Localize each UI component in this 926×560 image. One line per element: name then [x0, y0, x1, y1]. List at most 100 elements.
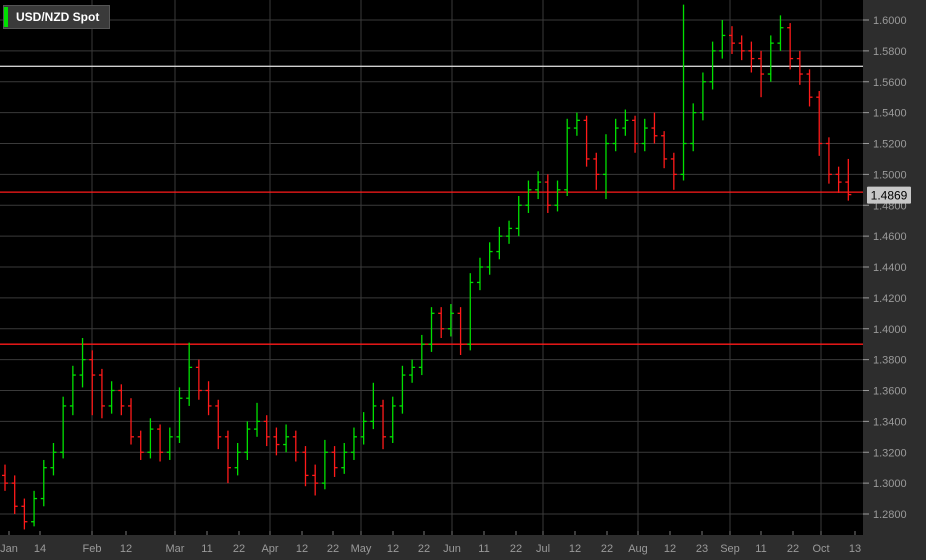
- ohlc-bar: [641, 118, 648, 152]
- ohlc-bar: [263, 415, 270, 447]
- y-tick-label: 1.3000: [873, 478, 907, 490]
- ohlc-bar: [69, 365, 76, 416]
- ohlc-bar: [312, 464, 319, 496]
- ohlc-bar: [118, 384, 125, 416]
- ohlc-bar: [573, 112, 580, 136]
- x-tick-label: 12: [664, 543, 676, 555]
- ohlc-bar: [234, 442, 241, 476]
- ohlc-bar: [2, 464, 8, 491]
- y-tick-label: 1.3800: [873, 355, 907, 367]
- ohlc-bar: [583, 115, 590, 167]
- ohlc-bar: [205, 381, 212, 416]
- legend: USD/NZD Spot: [3, 5, 111, 29]
- x-tick-label: 22: [601, 543, 613, 555]
- ohlc-bar: [544, 174, 551, 213]
- ohlc-bar: [350, 427, 357, 460]
- x-tick-label: 22: [787, 543, 799, 555]
- ohlc-bar: [215, 399, 222, 450]
- ohlc-bar: [89, 350, 96, 416]
- x-tick-label: 12: [120, 543, 132, 555]
- ohlc-bar: [796, 50, 803, 85]
- ohlc-bar: [176, 387, 183, 443]
- last-price-box: [867, 186, 911, 204]
- ohlc-bar: [476, 257, 483, 291]
- ohlc-bar: [147, 418, 154, 459]
- y-tick-label: 1.4200: [873, 293, 907, 305]
- x-tick-label: 14: [34, 543, 46, 555]
- ohlc-bar: [767, 35, 774, 82]
- ohlc-bar: [777, 15, 784, 51]
- x-tick-label: Jul: [536, 543, 550, 555]
- ohlc-bar: [719, 20, 726, 59]
- x-tick-label: 13: [849, 543, 861, 555]
- x-tick-label: 11: [201, 543, 212, 555]
- ohlc-bar: [128, 398, 135, 445]
- time-axis: [0, 535, 863, 560]
- ohlc-bar: [341, 442, 348, 474]
- y-tick-label: 1.3400: [873, 416, 907, 428]
- ohlc-bar: [292, 430, 299, 462]
- ohlc-bar: [457, 307, 464, 355]
- x-tick-label: 12: [296, 543, 308, 555]
- x-tick-label: Oct: [812, 543, 829, 555]
- ohlc-bar: [79, 338, 86, 388]
- x-tick-label: Feb: [83, 543, 102, 555]
- ohlc-bar: [699, 72, 706, 121]
- y-tick-label: 1.3200: [873, 447, 907, 459]
- ohlc-bar: [593, 152, 600, 190]
- x-tick-label: 22: [510, 543, 522, 555]
- ohlc-bar: [244, 421, 251, 460]
- ohlc-bar: [224, 430, 231, 484]
- ohlc-bar: [21, 498, 28, 530]
- ohlc-bar: [554, 180, 561, 212]
- x-tick-label: Apr: [261, 543, 278, 555]
- ohlc-bar: [438, 307, 445, 339]
- ohlc-bar: [806, 69, 813, 107]
- ohlc-bar: [137, 430, 144, 460]
- ohlc-bar: [845, 158, 852, 201]
- ohlc-bar: [195, 359, 202, 400]
- ohlc-bar: [50, 442, 57, 476]
- ohlc-bar: [738, 35, 745, 61]
- ohlc-bar: [399, 365, 406, 414]
- ohlc-bar: [447, 304, 454, 337]
- ohlc-bar: [709, 41, 716, 90]
- ohlc-bar: [370, 382, 377, 430]
- ohlc-bar: [680, 4, 687, 181]
- legend-swatch: [4, 7, 8, 27]
- x-tick-label: 11: [755, 543, 766, 555]
- x-tick-label: 23: [696, 543, 708, 555]
- x-tick-label: Jun: [443, 543, 461, 555]
- x-tick-label: 22: [327, 543, 339, 555]
- y-tick-label: 1.4000: [873, 324, 907, 336]
- ohlc-bar: [486, 242, 493, 275]
- ohlc-bar: [166, 427, 173, 460]
- ohlc-bar: [11, 475, 18, 514]
- y-tick-label: 1.3600: [873, 386, 907, 398]
- ohlc-bar: [60, 396, 67, 459]
- legend-label: USD/NZD Spot: [16, 10, 100, 24]
- ohlc-bar: [612, 118, 619, 152]
- x-tick-label: Jan: [0, 543, 18, 555]
- x-tick-label: May: [351, 543, 372, 555]
- x-tick-label: Aug: [628, 543, 648, 555]
- ohlc-bar: [273, 427, 280, 456]
- ohlc-bar: [360, 412, 367, 445]
- x-tick-label: 11: [478, 543, 489, 555]
- ohlc-bar: [651, 112, 658, 144]
- x-tick-label: 22: [233, 543, 245, 555]
- ohlc-bar: [535, 171, 542, 200]
- ohlc-bar: [835, 166, 842, 193]
- ohlc-bar: [409, 359, 416, 383]
- x-tick-label: 12: [569, 543, 581, 555]
- ohlc-bar: [690, 103, 697, 152]
- ohlc-bar: [661, 131, 668, 169]
- y-tick-label: 1.5600: [873, 77, 907, 89]
- ohlc-bar: [418, 334, 425, 376]
- ohlc-bar: [186, 342, 193, 406]
- ohlc-bar: [428, 307, 435, 352]
- ohlc-bar: [108, 381, 115, 414]
- ohlc-bar: [283, 424, 290, 453]
